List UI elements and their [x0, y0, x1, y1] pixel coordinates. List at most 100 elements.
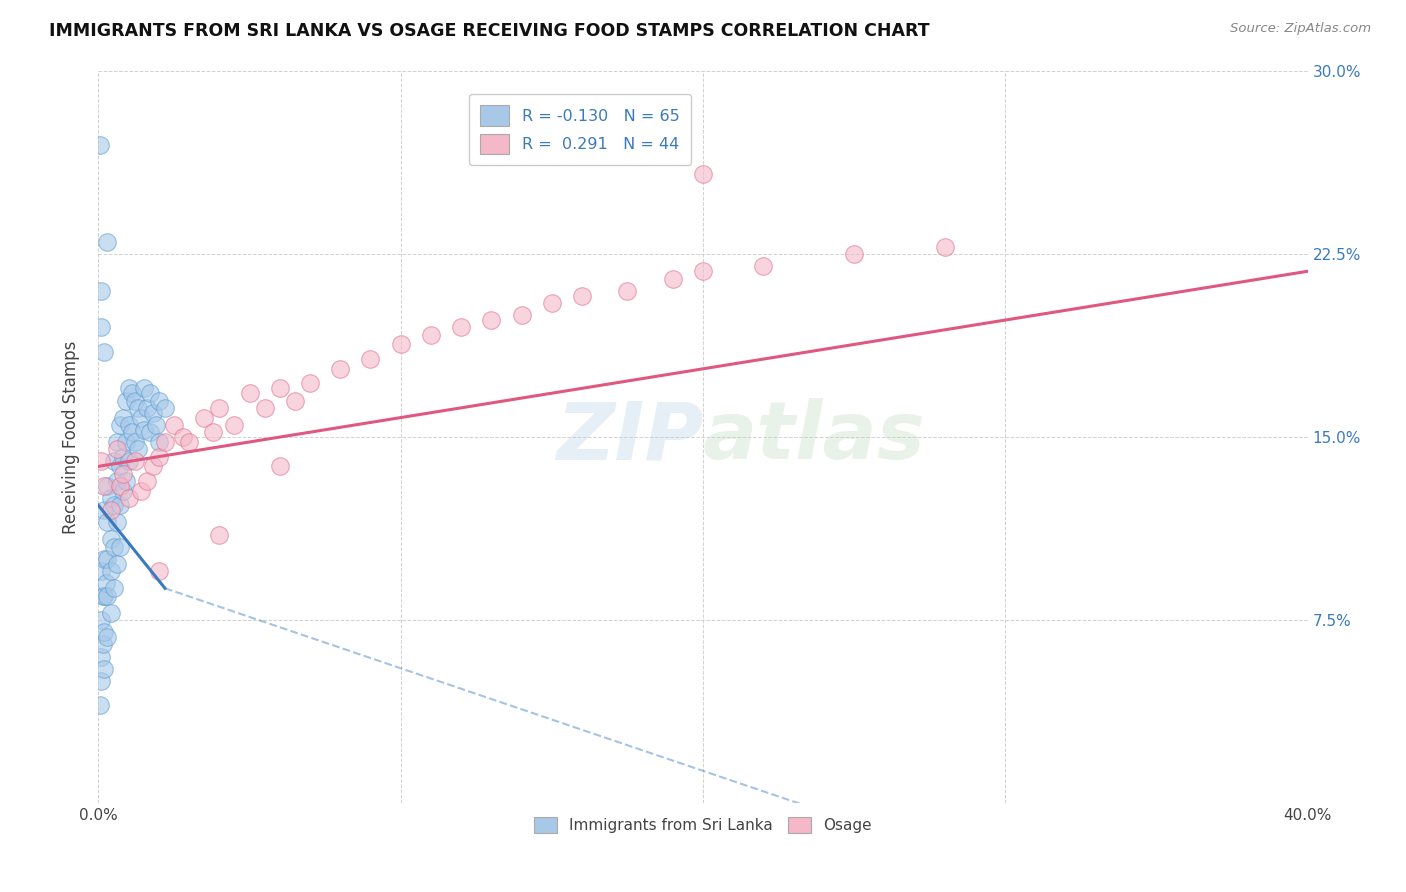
Point — [111, 410, 134, 425]
Point — [148, 393, 170, 408]
Point — [90, 564, 112, 578]
Point — [118, 417, 141, 432]
Point — [127, 442, 149, 457]
Point — [111, 450, 134, 464]
Point — [90, 454, 112, 468]
Point — [135, 474, 157, 488]
Point — [111, 467, 134, 481]
Point — [540, 296, 562, 310]
Point — [360, 352, 382, 367]
Point — [661, 271, 683, 285]
Point — [89, 698, 111, 713]
Point — [100, 564, 122, 578]
Point — [224, 417, 246, 432]
Point — [94, 576, 117, 591]
Legend: Immigrants from Sri Lanka, Osage: Immigrants from Sri Lanka, Osage — [527, 811, 879, 839]
Point — [105, 474, 128, 488]
Point — [124, 393, 146, 408]
Point — [103, 499, 125, 513]
Point — [202, 425, 225, 440]
Point — [90, 613, 112, 627]
Point — [108, 540, 131, 554]
Point — [90, 284, 112, 298]
Point — [121, 386, 143, 401]
Point — [692, 167, 714, 181]
Point — [450, 320, 472, 334]
Point — [135, 401, 157, 415]
Point — [145, 417, 167, 432]
Point — [121, 425, 143, 440]
Point — [103, 581, 125, 595]
Point — [90, 649, 112, 664]
Point — [100, 606, 122, 620]
Point — [172, 430, 194, 444]
Point — [124, 454, 146, 468]
Point — [420, 327, 443, 342]
Point — [108, 459, 131, 474]
Point — [132, 423, 155, 437]
Point — [329, 361, 352, 376]
Point — [616, 284, 638, 298]
Point — [129, 483, 152, 498]
Point — [93, 625, 115, 640]
Point — [103, 540, 125, 554]
Point — [208, 527, 231, 541]
Point — [132, 381, 155, 395]
Point — [111, 483, 134, 498]
Point — [481, 313, 503, 327]
Point — [118, 491, 141, 505]
Point — [108, 499, 131, 513]
Point — [284, 393, 307, 408]
Point — [100, 503, 122, 517]
Point — [510, 308, 533, 322]
Point — [148, 450, 170, 464]
Text: ZIP: ZIP — [555, 398, 703, 476]
Point — [100, 491, 122, 505]
Point — [93, 589, 115, 603]
Y-axis label: Receiving Food Stamps: Receiving Food Stamps — [62, 341, 80, 533]
Point — [127, 401, 149, 415]
Point — [118, 454, 141, 468]
Point — [114, 393, 136, 408]
Point — [139, 425, 162, 440]
Point — [208, 401, 231, 415]
Point — [93, 503, 115, 517]
Point — [129, 410, 152, 425]
Point — [269, 381, 291, 395]
Point — [96, 235, 118, 249]
Point — [93, 479, 115, 493]
Point — [752, 260, 775, 274]
Point — [89, 137, 111, 152]
Point — [105, 557, 128, 571]
Point — [103, 454, 125, 468]
Point — [96, 516, 118, 530]
Point — [571, 288, 593, 302]
Point — [96, 479, 118, 493]
Point — [114, 474, 136, 488]
Text: Source: ZipAtlas.com: Source: ZipAtlas.com — [1230, 22, 1371, 36]
Point — [118, 381, 141, 395]
Point — [91, 637, 114, 651]
Point — [105, 516, 128, 530]
Point — [96, 589, 118, 603]
Point — [91, 589, 114, 603]
Text: IMMIGRANTS FROM SRI LANKA VS OSAGE RECEIVING FOOD STAMPS CORRELATION CHART: IMMIGRANTS FROM SRI LANKA VS OSAGE RECEI… — [49, 22, 929, 40]
Point — [108, 479, 131, 493]
Point — [299, 376, 322, 391]
Point — [163, 417, 186, 432]
Point — [253, 401, 276, 415]
Point — [153, 401, 176, 415]
Point — [108, 417, 131, 432]
Point — [269, 459, 291, 474]
Point — [239, 386, 262, 401]
Point — [93, 662, 115, 676]
Point — [844, 247, 866, 261]
Point — [139, 386, 162, 401]
Point — [692, 264, 714, 278]
Point — [105, 442, 128, 457]
Point — [148, 564, 170, 578]
Point — [100, 533, 122, 547]
Point — [96, 552, 118, 566]
Point — [124, 434, 146, 449]
Point — [148, 434, 170, 449]
